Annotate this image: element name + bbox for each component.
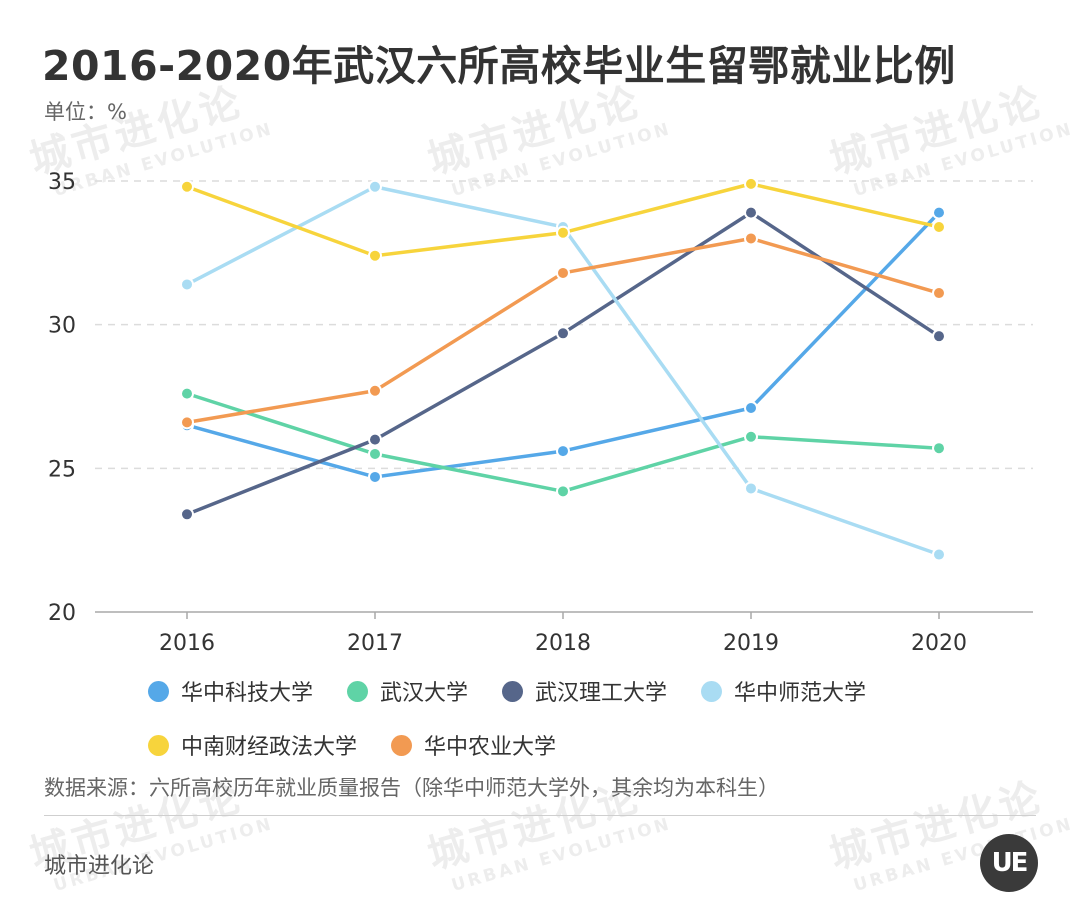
- data-point: [556, 444, 570, 459]
- legend-swatch: [701, 680, 723, 702]
- data-point: [180, 415, 194, 430]
- data-point: [556, 265, 570, 280]
- data-point: [180, 507, 194, 522]
- brand-logo: UE: [980, 834, 1038, 892]
- brand-name: 城市进化论: [44, 854, 155, 879]
- unit-label: 单位：%: [44, 100, 127, 124]
- data-point: [932, 441, 946, 456]
- series-line-4: [185, 182, 941, 258]
- legend-item: 华中农业大学: [391, 730, 556, 760]
- data-point: [368, 446, 382, 461]
- watermark: 城市进化论 URBAN EVOLUTION: [822, 758, 1076, 900]
- chart-title: 2016-2020年武汉六所高校毕业生留鄂就业比例: [42, 42, 956, 90]
- data-point: [932, 219, 946, 234]
- legend-swatch: [502, 680, 524, 702]
- data-point: [368, 432, 382, 447]
- footer-divider: [44, 815, 1036, 816]
- data-point: [556, 225, 570, 240]
- data-point: [180, 386, 194, 401]
- data-source: 数据来源：六所高校历年就业质量报告（除华中师范大学外，其余均为本科生）: [44, 776, 779, 800]
- data-point: [556, 484, 570, 499]
- x-tick-label: 2020: [911, 631, 967, 656]
- legend-item: 华中师范大学: [701, 676, 866, 706]
- data-point: [744, 481, 758, 496]
- legend-label: 武汉理工大学: [535, 681, 668, 706]
- watermark-en: URBAN EVOLUTION: [449, 813, 674, 896]
- data-point: [932, 547, 946, 562]
- legend-item: 武汉理工大学: [502, 676, 667, 706]
- y-tick-label: 20: [48, 601, 76, 626]
- legend-label: 中南财经政法大学: [181, 735, 358, 760]
- legend-swatch: [347, 680, 369, 702]
- data-point: [180, 179, 194, 194]
- legend-label: 华中农业大学: [424, 735, 557, 760]
- logo-text: UE: [991, 848, 1029, 878]
- data-point: [180, 277, 194, 292]
- data-point: [744, 429, 758, 444]
- watermark-en: URBAN EVOLUTION: [851, 813, 1076, 896]
- data-point: [744, 231, 758, 246]
- data-point: [744, 400, 758, 415]
- y-tick-label: 25: [48, 457, 76, 482]
- legend-item: 华中科技大学: [148, 676, 313, 706]
- y-tick-label: 30: [48, 314, 76, 339]
- x-tick-label: 2018: [535, 631, 591, 656]
- x-tick-label: 2017: [347, 631, 403, 656]
- data-point: [368, 469, 382, 484]
- legend-swatch: [391, 734, 413, 756]
- data-point: [744, 205, 758, 220]
- data-point: [932, 286, 946, 301]
- x-tick-label: 2016: [159, 631, 215, 656]
- legend-swatch: [148, 734, 169, 756]
- legend-item: 中南财经政法大学: [148, 730, 357, 760]
- legend-label: 华中科技大学: [181, 681, 314, 706]
- data-point: [556, 326, 570, 341]
- legend-swatch: [148, 680, 169, 702]
- data-point: [368, 179, 382, 194]
- data-point: [932, 329, 946, 344]
- series-line-1: [185, 391, 941, 494]
- line-chart: 20 25 30 35 2016 2017 2018 2019 2020: [48, 170, 1033, 656]
- legend: 华中科技大学 武汉大学 武汉理工大学 华中师范大学中南财经政法大学 华中农业大学: [148, 676, 1028, 760]
- legend-label: 华中师范大学: [734, 681, 867, 706]
- series-line-0: [185, 210, 941, 479]
- legend-label: 武汉大学: [380, 681, 469, 706]
- series-line-3: [185, 184, 941, 557]
- data-point: [368, 248, 382, 263]
- y-tick-label: 35: [48, 170, 76, 195]
- x-tick-label: 2019: [723, 631, 779, 656]
- data-point: [932, 205, 946, 220]
- data-point: [368, 383, 382, 398]
- legend-item: 武汉大学: [347, 676, 468, 706]
- data-point: [744, 176, 758, 191]
